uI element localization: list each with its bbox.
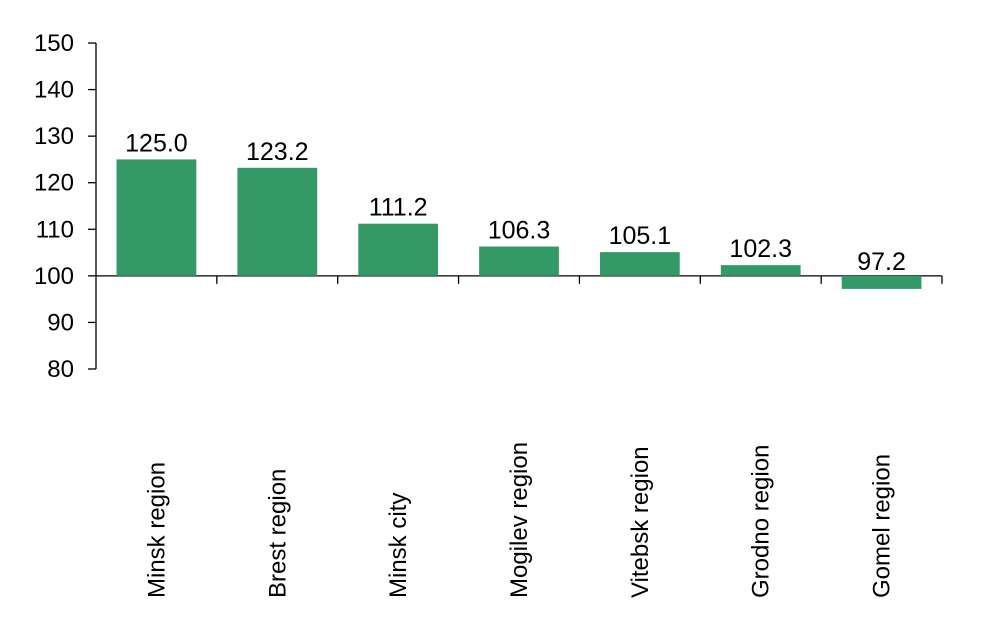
category-label: Minsk city: [385, 493, 412, 598]
bar: [479, 246, 559, 276]
bar: [237, 167, 318, 276]
y-tick-label: 110: [36, 216, 74, 243]
category-label: Brest region: [264, 469, 291, 598]
labels: 80 90 100 110 120 130 140 150 125.0 Minsk region 1…: [34, 30, 906, 598]
category-label: Vitebsk region: [627, 446, 654, 598]
data-label: 97.2: [857, 248, 906, 276]
bar: [116, 159, 197, 276]
axes: [88, 42, 943, 370]
bars: [116, 159, 922, 289]
category-label: Minsk region: [143, 462, 170, 598]
y-tick-label: 130: [34, 123, 74, 150]
category-label: Mogilev region: [506, 442, 533, 598]
y-tick-label: 80: [47, 356, 74, 383]
data-label: 111.2: [369, 194, 428, 222]
y-tick-label: 120: [34, 170, 74, 197]
bar: [358, 223, 439, 276]
y-tick-label: 100: [34, 263, 74, 290]
bar: [599, 252, 680, 276]
data-label: 125.0: [125, 129, 188, 157]
y-tick-label: 150: [34, 30, 74, 57]
y-tick-label: 90: [47, 309, 74, 336]
bar: [841, 275, 922, 289]
category-label: Gomel region: [869, 454, 896, 598]
data-label: 105.1: [609, 222, 672, 250]
bar: [720, 265, 801, 276]
y-tick-label: 140: [34, 77, 74, 104]
data-label: 102.3: [729, 235, 792, 263]
category-label: Grodno region: [748, 445, 775, 598]
data-label: 106.3: [488, 217, 551, 245]
data-label: 123.2: [246, 138, 309, 166]
